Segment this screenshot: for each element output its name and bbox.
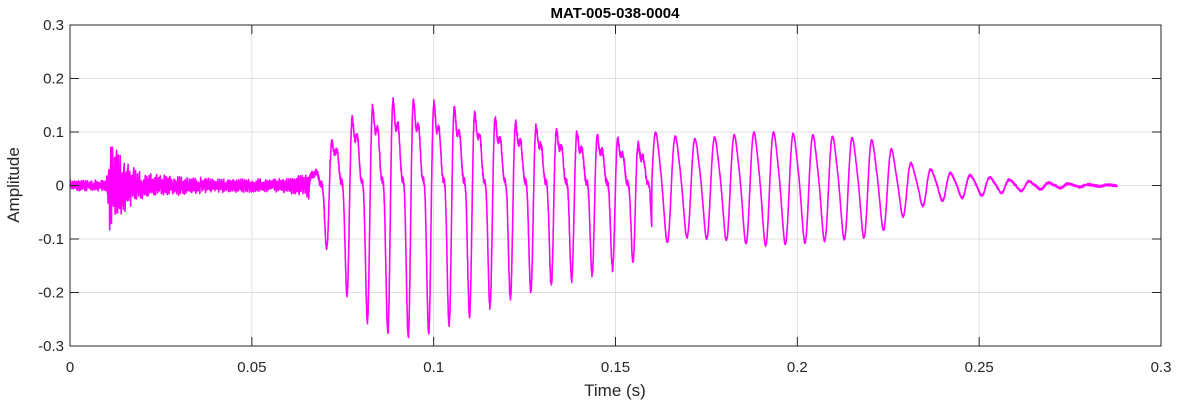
chart-title: MAT-005-038-0004 <box>551 5 681 22</box>
x-tick-label: 0.1 <box>423 359 444 376</box>
y-axis: -0.3 -0.2 -0.1 0 0.1 0.2 0.3 <box>38 17 1161 355</box>
y-axis-title: Amplitude <box>4 147 23 223</box>
x-tick-label: 0 <box>66 359 74 376</box>
y-tick-label: 0.3 <box>43 17 64 34</box>
y-tick-label: 0 <box>56 178 64 195</box>
y-tick-label: -0.3 <box>38 338 64 355</box>
y-tick-label: -0.2 <box>38 285 64 302</box>
y-tick-label: 0.1 <box>43 124 64 141</box>
x-tick-label: 0.25 <box>965 359 994 376</box>
x-axis-title: Time (s) <box>584 381 646 400</box>
waveform-line <box>69 96 1118 339</box>
x-tick-label: 0.15 <box>601 359 630 376</box>
x-tick-label: 0.05 <box>237 359 266 376</box>
series-layer <box>69 96 1118 339</box>
x-tick-label: 0.2 <box>787 359 808 376</box>
y-tick-label: 0.2 <box>43 71 64 88</box>
y-tick-label: -0.1 <box>38 231 64 248</box>
x-axis: 0 0.05 0.1 0.15 0.2 0.25 0.3 <box>66 25 1172 376</box>
x-tick-label: 0.3 <box>1151 359 1172 376</box>
